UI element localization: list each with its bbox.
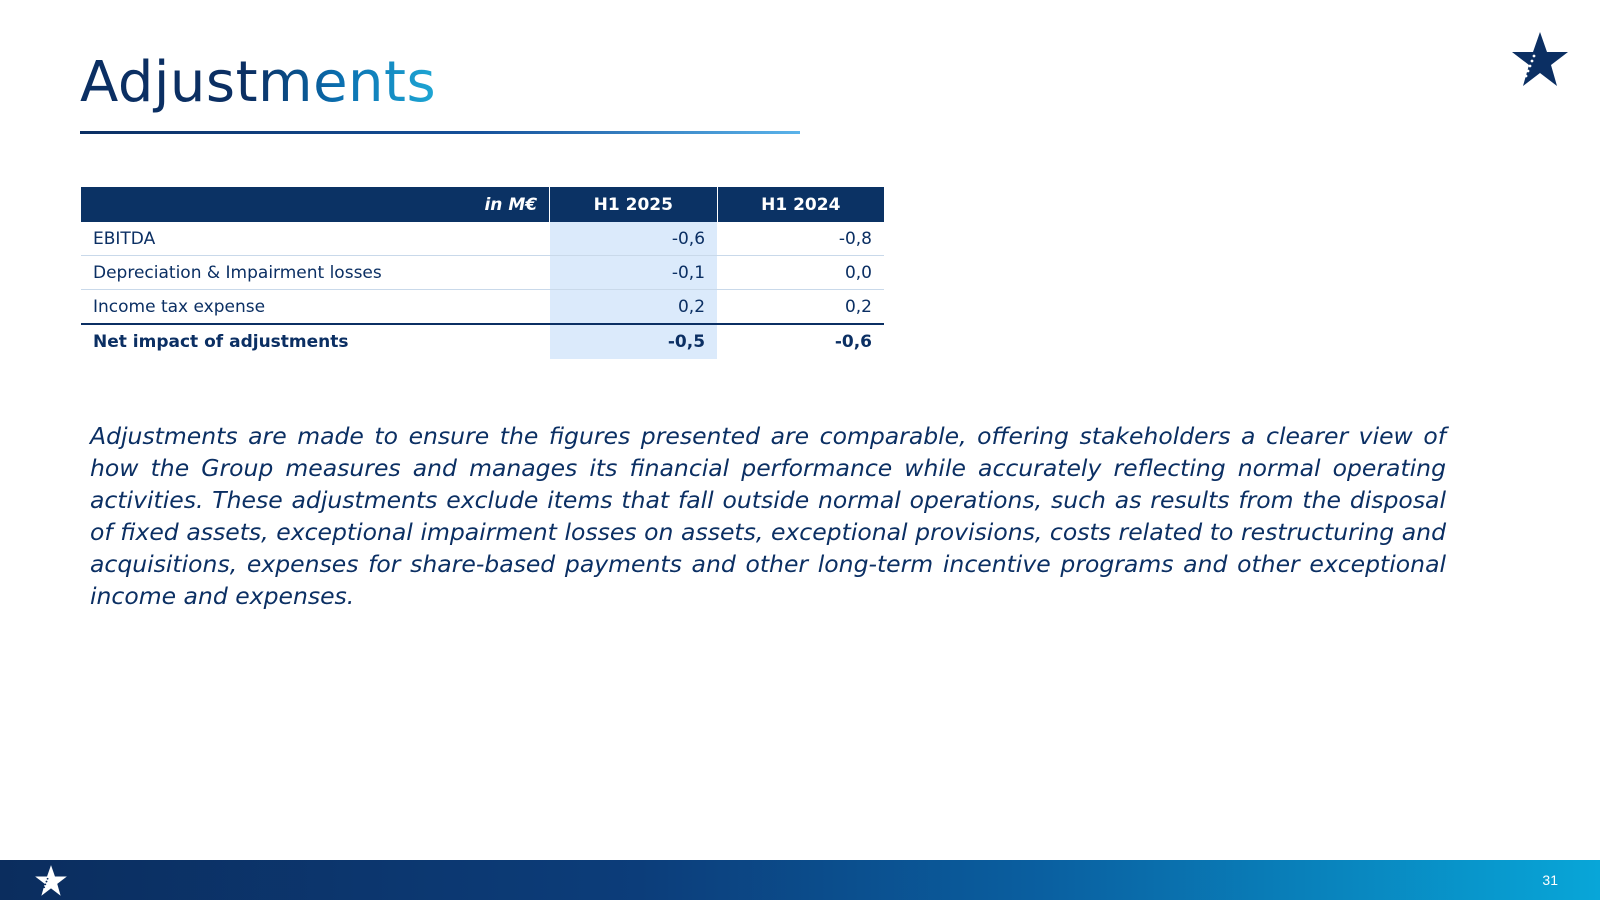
table-header-row: in M€ H1 2025 H1 2024 (81, 187, 884, 222)
page-number: 31 (1542, 872, 1558, 888)
row-label: EBITDA (81, 222, 550, 256)
unit-header: in M€ (81, 187, 551, 222)
column-header-h1-2025: H1 2025 (549, 187, 718, 222)
explanatory-note: Adjustments are made to ensure the figur… (90, 422, 1446, 610)
page-title: Adjustments (80, 48, 436, 118)
value-h1-2024: -0,6 (717, 323, 884, 359)
star-logo-icon (1512, 32, 1568, 86)
adjustments-table: in M€ H1 2025 H1 2024 EBITDA -0,6 -0,8 D… (81, 187, 884, 359)
footer-bar: 31 (0, 860, 1600, 900)
value-h1-2025: -0,6 (549, 222, 718, 256)
column-header-h1-2024: H1 2024 (717, 187, 884, 222)
table-row: EBITDA -0,6 -0,8 (81, 222, 884, 256)
total-row: Net impact of adjustments -0,5 -0,6 (81, 323, 884, 359)
value-h1-2024: 0,0 (717, 255, 884, 290)
star-logo-icon (35, 865, 67, 896)
value-h1-2024: 0,2 (717, 289, 884, 325)
value-h1-2025: 0,2 (549, 289, 718, 325)
value-h1-2025: -0,5 (549, 323, 718, 359)
value-h1-2024: -0,8 (717, 222, 884, 256)
row-label: Income tax expense (81, 289, 550, 325)
row-label: Depreciation & Impairment losses (81, 255, 550, 290)
table-row: Depreciation & Impairment losses -0,1 0,… (81, 255, 884, 290)
row-label: Net impact of adjustments (81, 323, 550, 359)
value-h1-2025: -0,1 (549, 255, 718, 290)
table-row: Income tax expense 0,2 0,2 (81, 289, 884, 325)
title-underline (80, 131, 800, 134)
